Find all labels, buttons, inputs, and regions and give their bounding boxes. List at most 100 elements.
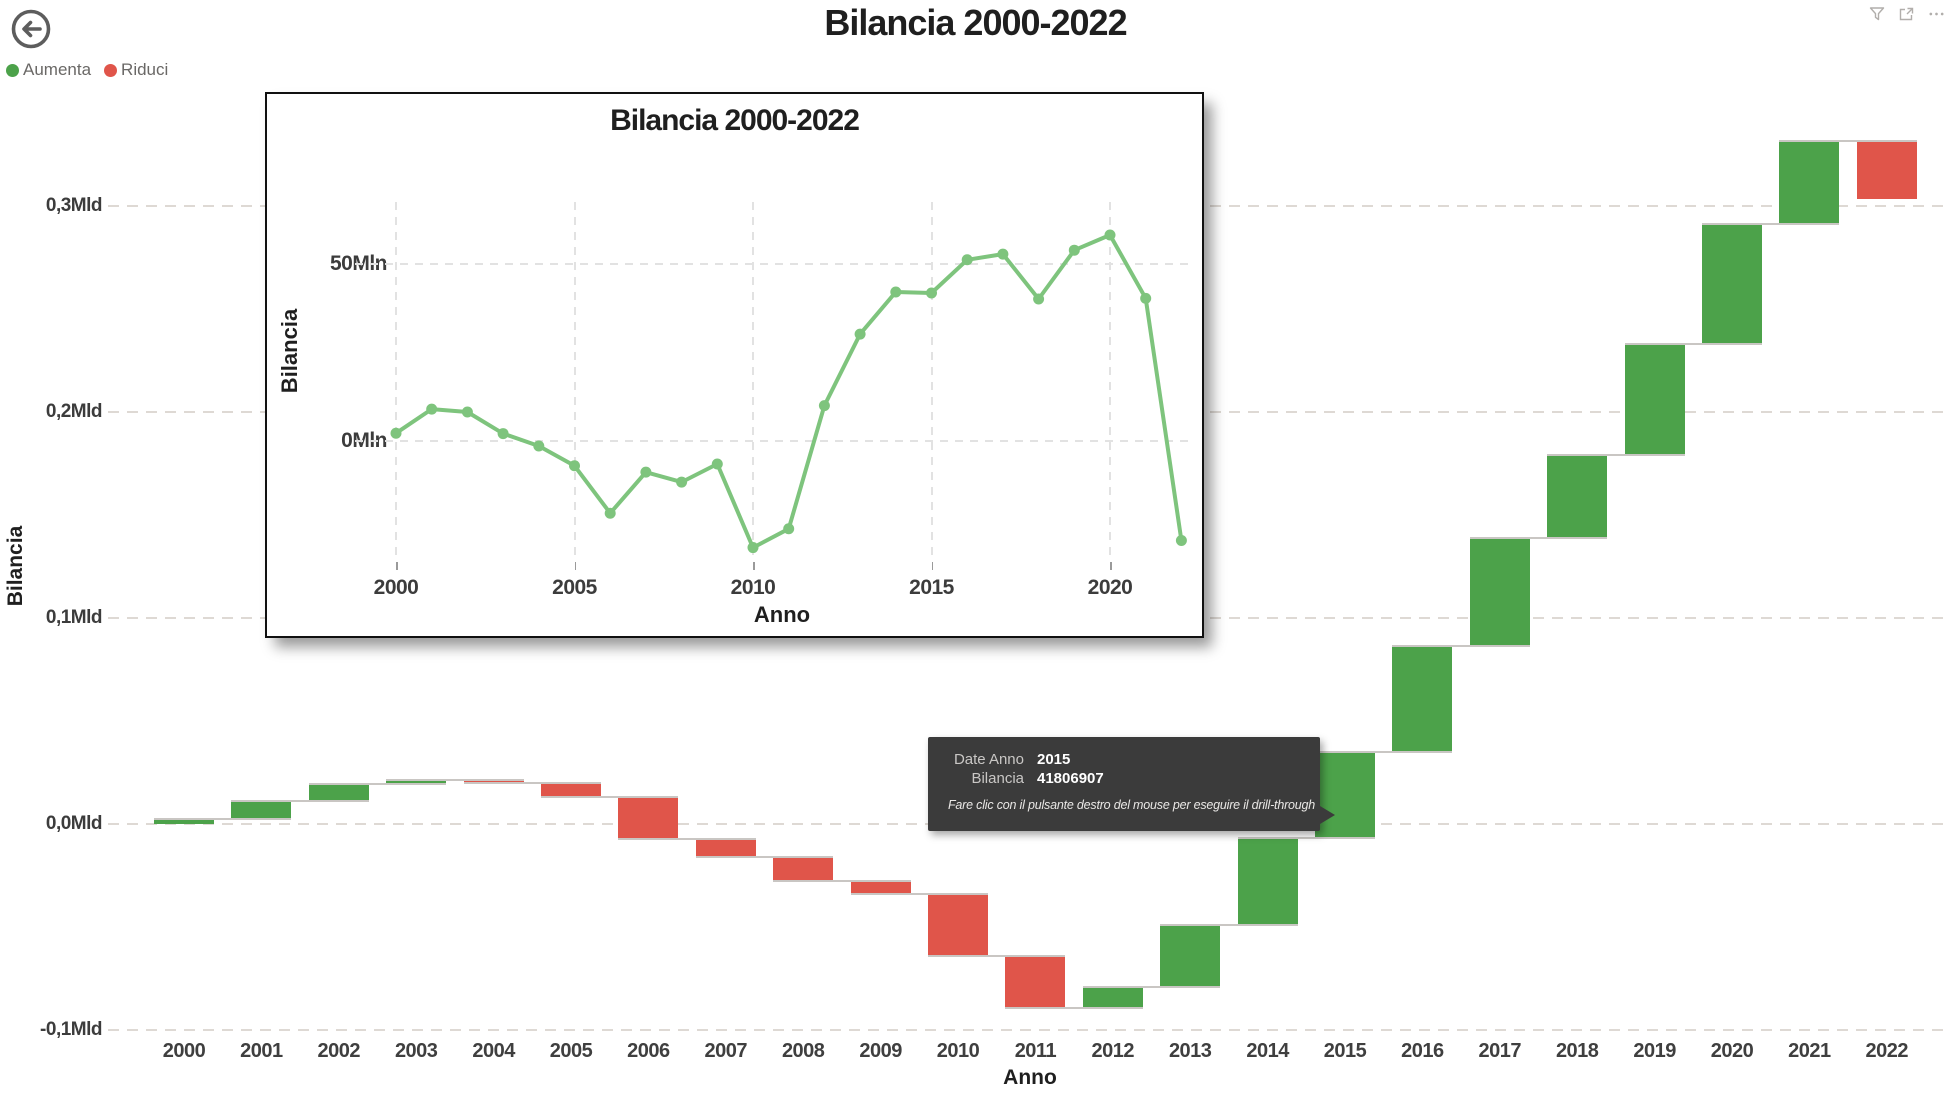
x-tick-label-2009: 2009 xyxy=(859,1040,902,1062)
x-axis-title: Anno xyxy=(1003,1066,1057,1089)
y-tick-label: 0,0Mld xyxy=(45,813,103,834)
connector-line xyxy=(1702,223,1840,226)
waterfall-bar-2019[interactable] xyxy=(1624,344,1685,456)
waterfall-bar-2001[interactable] xyxy=(231,800,292,820)
waterfall-bar-2016[interactable] xyxy=(1392,646,1453,752)
connector-line xyxy=(1005,1006,1143,1009)
waterfall-bar-2021[interactable] xyxy=(1779,141,1840,225)
x-tick-label-2008: 2008 xyxy=(781,1040,825,1062)
x-tick-label-2002: 2002 xyxy=(317,1040,361,1062)
connector-line xyxy=(928,955,1066,958)
waterfall-bar-2008[interactable] xyxy=(773,857,834,882)
decrease-color-dot xyxy=(104,63,118,77)
x-tick-label-2016: 2016 xyxy=(1401,1040,1444,1062)
connector-line xyxy=(618,838,756,841)
x-tick-label-2020: 2020 xyxy=(1710,1040,1754,1062)
x-tick-label-2022: 2022 xyxy=(1865,1040,1909,1062)
x-tick-label-2011: 2011 xyxy=(1014,1040,1057,1062)
inset-x-gridline xyxy=(752,202,754,562)
back-button[interactable] xyxy=(9,7,53,51)
connector-line xyxy=(850,893,988,896)
focus-mode-icon[interactable] xyxy=(1898,5,1915,22)
waterfall-bar-2009[interactable] xyxy=(850,881,911,895)
tooltip-field-value: 2015 xyxy=(1037,751,1071,768)
data-point-2000 xyxy=(390,427,402,439)
inset-y-gridline xyxy=(355,440,1189,442)
y-gridline xyxy=(108,1029,1951,1031)
waterfall-bar-2011[interactable] xyxy=(1005,956,1066,1008)
data-point-2019 xyxy=(1068,244,1080,256)
x-tick-label-2012: 2012 xyxy=(1091,1040,1135,1062)
legend: Aumenta Riduci xyxy=(6,60,168,80)
data-point-2015 xyxy=(926,287,937,299)
x-tick-label-2001: 2001 xyxy=(240,1040,283,1062)
connector-line xyxy=(773,880,911,883)
waterfall-bar-2014[interactable] xyxy=(1237,838,1298,925)
waterfall-bar-2017[interactable] xyxy=(1469,537,1530,647)
data-point-2008 xyxy=(676,476,688,488)
filter-icon[interactable] xyxy=(1868,5,1885,22)
x-tick-label-2000: 2000 xyxy=(162,1040,206,1062)
x-tick-label-2015: 2015 xyxy=(1323,1040,1367,1062)
inset-x-tick xyxy=(753,562,755,570)
data-point-2020 xyxy=(1104,229,1116,241)
tooltip-field-label: Bilancia xyxy=(971,770,1024,787)
tooltip-field-label: Date Anno xyxy=(953,751,1024,768)
tooltip-drillthrough-hint: Fare clic con il pulsante destro del mou… xyxy=(948,798,1316,812)
data-point-2010 xyxy=(747,542,759,554)
inset-x-gridline xyxy=(930,202,933,562)
data-point-2022 xyxy=(1175,534,1187,546)
x-tick-label-2019: 2019 xyxy=(1633,1040,1676,1062)
connector-line xyxy=(1779,140,1917,143)
inset-x-gridline xyxy=(1109,202,1111,562)
waterfall-bar-2002[interactable] xyxy=(308,784,369,801)
waterfall-bar-2005[interactable] xyxy=(541,782,601,797)
data-point-2006 xyxy=(604,507,616,519)
waterfall-bar-2012[interactable] xyxy=(1082,986,1143,1008)
data-point-2001 xyxy=(426,403,438,415)
waterfall-bar-2018[interactable] xyxy=(1547,455,1608,538)
connector-line xyxy=(1315,750,1453,753)
connector-line xyxy=(695,856,834,859)
connector-line xyxy=(463,781,601,784)
x-tick-label-2013: 2013 xyxy=(1168,1040,1212,1062)
y-tick-label: 0,1Mld xyxy=(45,607,103,628)
waterfall-bar-2020[interactable] xyxy=(1702,224,1762,345)
visual-header xyxy=(1868,5,1945,22)
waterfall-bar-2003[interactable] xyxy=(386,779,447,785)
x-tick-label-2005: 2005 xyxy=(549,1040,593,1062)
data-point-2014 xyxy=(890,286,902,298)
legend-item-riduci[interactable]: Riduci xyxy=(104,60,168,80)
tooltip-row: Bilancia 41806907 xyxy=(948,769,1320,788)
connector-line xyxy=(1082,985,1221,988)
y-tick-label: 0,2Mld xyxy=(45,401,103,422)
data-point-2017 xyxy=(997,248,1009,260)
tooltip-field-value: 41806907 xyxy=(1037,770,1104,787)
more-options-icon[interactable] xyxy=(1928,5,1945,22)
tooltip-caret xyxy=(1320,806,1335,824)
waterfall-bar-2007[interactable] xyxy=(695,839,756,858)
x-tick-label-2017: 2017 xyxy=(1478,1040,1522,1062)
waterfall-bar-2022[interactable] xyxy=(1856,141,1917,199)
page-title: Bilancia 2000-2022 xyxy=(824,2,1127,43)
data-point-2004 xyxy=(533,440,545,452)
data-point-2012 xyxy=(818,400,830,412)
legend-item-aumenta[interactable]: Aumenta xyxy=(6,60,91,80)
data-point-2003 xyxy=(497,428,509,440)
inset-x-tick-label-2020: 2020 xyxy=(1087,576,1133,599)
x-tick-label-2010: 2010 xyxy=(936,1040,980,1062)
y-tick-label: 0,3Mld xyxy=(45,195,103,216)
legend-label: Riduci xyxy=(121,60,169,79)
connector-line xyxy=(1469,536,1608,539)
inset-x-gridline xyxy=(395,202,397,562)
waterfall-bar-2006[interactable] xyxy=(618,797,679,840)
waterfall-bar-2013[interactable] xyxy=(1160,924,1221,987)
waterfall-bar-2004[interactable] xyxy=(463,779,524,783)
waterfall-bar-2000[interactable] xyxy=(154,819,214,824)
data-point-2018 xyxy=(1033,293,1045,305)
waterfall-bar-2015[interactable] xyxy=(1315,751,1375,838)
waterfall-bar-2010[interactable] xyxy=(928,894,988,957)
data-point-2013 xyxy=(854,328,866,340)
